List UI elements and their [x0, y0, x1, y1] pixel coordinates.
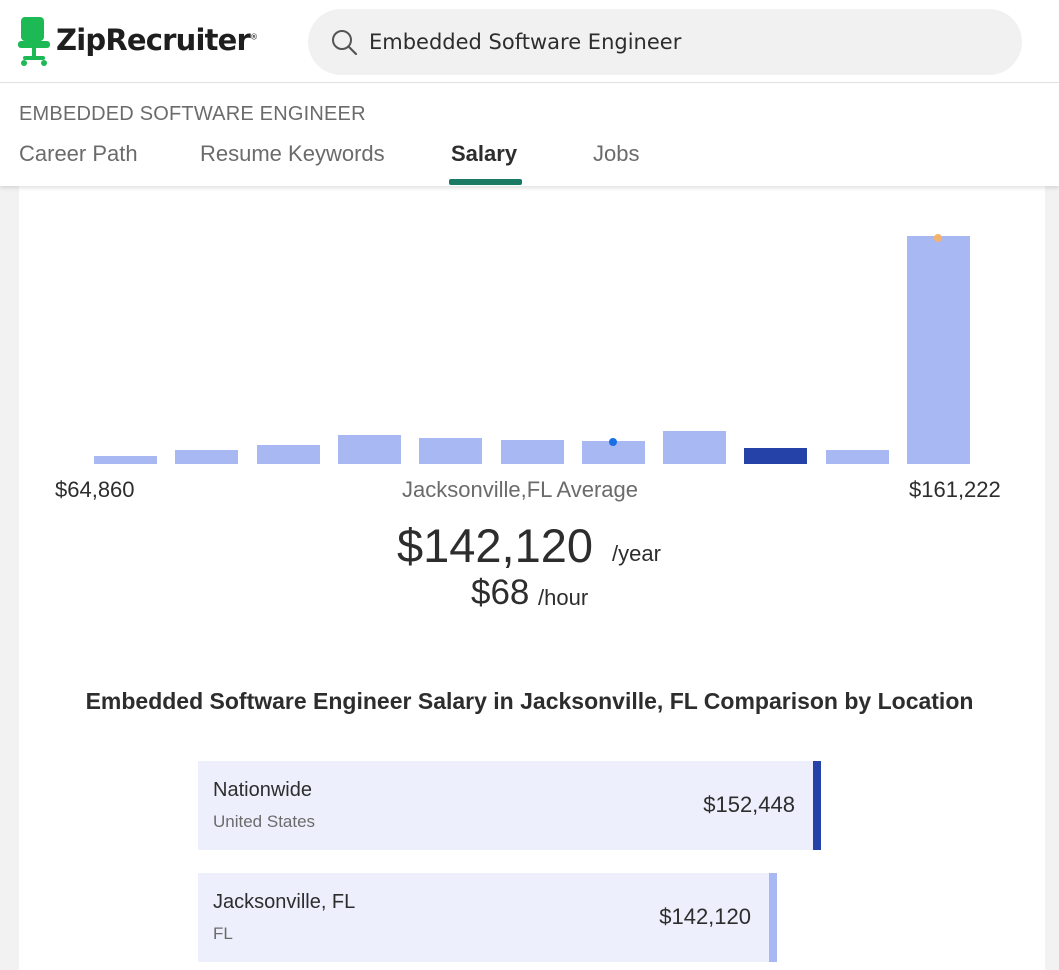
location-sub: FL [213, 924, 233, 943]
salary-histogram [0, 0, 1059, 480]
annual-unit: /year [612, 541, 661, 566]
histogram-bar [907, 236, 970, 464]
histogram-bar-current [744, 448, 807, 464]
histogram-bar [419, 438, 482, 464]
location-salary: $152,448 [703, 792, 795, 817]
top-bar: ZipRecruiter® [0, 0, 1059, 83]
location-row-nationwide[interactable]: Nationwide United States $152,448 [198, 761, 821, 850]
histogram-bar [94, 456, 157, 464]
ziprecruiter-logo[interactable]: ZipRecruiter® [18, 15, 258, 67]
histogram-bar [175, 450, 238, 464]
location-name: Nationwide [213, 779, 312, 801]
salary-average-label: Jacksonville,FL Average [402, 477, 639, 502]
histogram-bar [663, 431, 726, 464]
location-row-jacksonville[interactable]: Jacksonville, FL FL $142,120 [198, 873, 777, 962]
histogram-bar [826, 450, 889, 464]
location-bar-edge [769, 873, 777, 962]
chair-logo-icon [18, 17, 50, 66]
histogram-bar [582, 441, 645, 464]
comparison-title: Embedded Software Engineer Salary in Jac… [85, 688, 974, 714]
national-average-marker [609, 438, 617, 446]
location-name: Jacksonville, FL [213, 891, 356, 913]
tab-career-path[interactable]: Career Path [19, 141, 138, 166]
search-bar[interactable] [308, 9, 1022, 75]
hourly-unit: /hour [538, 585, 589, 610]
logo-text: ZipRecruiter® [56, 23, 258, 57]
histogram-bar [257, 445, 320, 464]
active-tab-indicator [449, 179, 522, 185]
tab-resume-keywords[interactable]: Resume Keywords [200, 141, 385, 166]
salary-max-label: $161,222 [909, 477, 1001, 502]
annual-salary: $142,120 [397, 519, 594, 572]
career-title: EMBEDDED SOFTWARE ENGINEER [19, 103, 366, 125]
career-subheader: EMBEDDED SOFTWARE ENGINEER Career Path R… [0, 83, 1059, 186]
top-earner-marker [934, 234, 942, 242]
location-bar-edge [813, 761, 821, 850]
tab-salary[interactable]: Salary [451, 141, 518, 166]
location-sub: United States [213, 812, 316, 831]
salary-min-label: $64,860 [55, 477, 135, 502]
search-icon[interactable] [330, 28, 358, 56]
search-input[interactable] [369, 24, 989, 60]
hourly-salary: $68 [471, 573, 530, 612]
tab-jobs[interactable]: Jobs [593, 141, 640, 166]
histogram-bar [501, 440, 564, 464]
histogram-bar [338, 435, 401, 464]
location-salary: $142,120 [659, 904, 751, 929]
